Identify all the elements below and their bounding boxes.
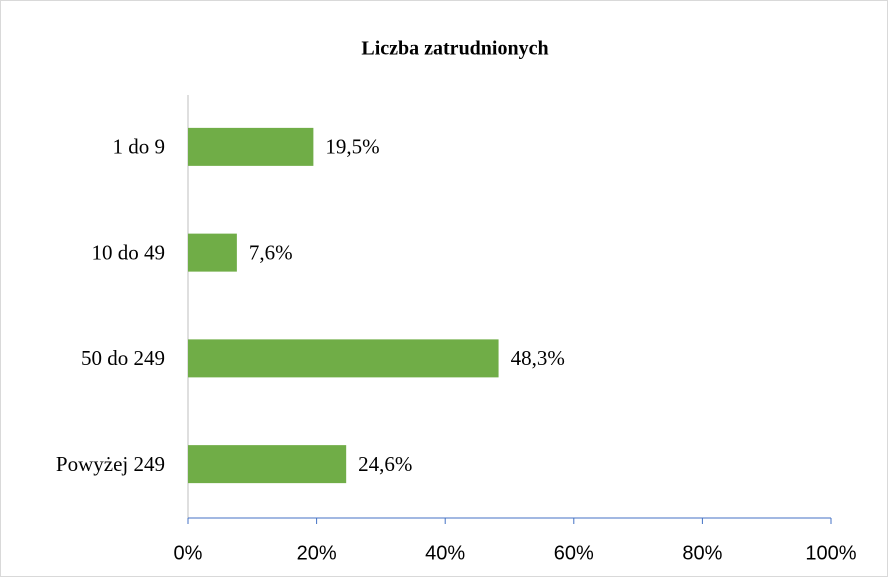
value-label: 19,5% (325, 135, 379, 159)
x-tick-label: 20% (297, 542, 337, 564)
x-tick-label: 40% (425, 542, 465, 564)
value-label: 24,6% (358, 452, 412, 476)
bar (188, 233, 237, 272)
y-tick-label: 1 do 9 (113, 135, 166, 159)
value-label: 7,6% (249, 240, 293, 264)
x-tick-label: 80% (682, 542, 722, 564)
bar (188, 127, 314, 166)
y-tick-label: 10 do 49 (92, 240, 166, 264)
x-tick-label: 100% (805, 542, 856, 564)
x-tick-label: 0% (174, 542, 203, 564)
chart-title: Liczba zatrudnionych (361, 38, 548, 60)
y-tick-label: 50 do 249 (81, 346, 165, 370)
bar (188, 445, 347, 484)
bar (188, 339, 499, 378)
y-tick-label: Powyżej 249 (56, 452, 165, 476)
x-tick-label: 60% (554, 542, 594, 564)
value-label: 48,3% (511, 346, 565, 370)
